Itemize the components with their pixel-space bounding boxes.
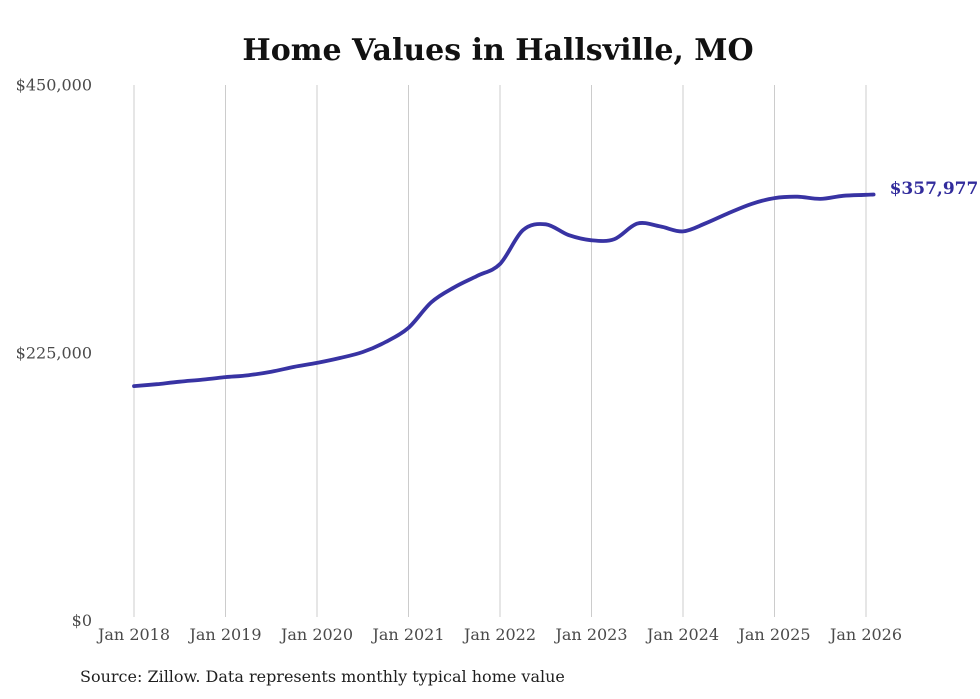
x-tick-label: Jan 2023	[553, 625, 627, 644]
x-tick-label: Jan 2022	[462, 625, 536, 644]
y-tick-label: $225,000	[16, 343, 92, 362]
x-tick-label: Jan 2026	[828, 625, 902, 644]
final-value-label: $357,977	[890, 179, 979, 199]
x-tick-label: Jan 2018	[96, 625, 170, 644]
y-axis-tick-labels: $450,000 $225,000 $0	[16, 76, 92, 631]
source-note: Source: Zillow. Data represents monthly …	[80, 667, 565, 686]
x-tick-label: Jan 2024	[645, 625, 719, 644]
year-gridlines	[133, 85, 867, 617]
y-tick-label: $0	[72, 611, 92, 630]
x-tick-label: Jan 2025	[736, 625, 810, 644]
chart-title: Home Values in Hallsville, MO	[242, 33, 753, 68]
x-tick-label: Jan 2021	[370, 625, 444, 644]
x-tick-label: Jan 2020	[279, 625, 353, 644]
x-tick-label: Jan 2019	[187, 625, 261, 644]
home-value-trend-line	[132, 192, 876, 388]
y-tick-label: $450,000	[16, 76, 92, 95]
x-axis-tick-labels: Jan 2018 Jan 2019 Jan 2020 Jan 2021 Jan 2022…	[96, 625, 902, 644]
